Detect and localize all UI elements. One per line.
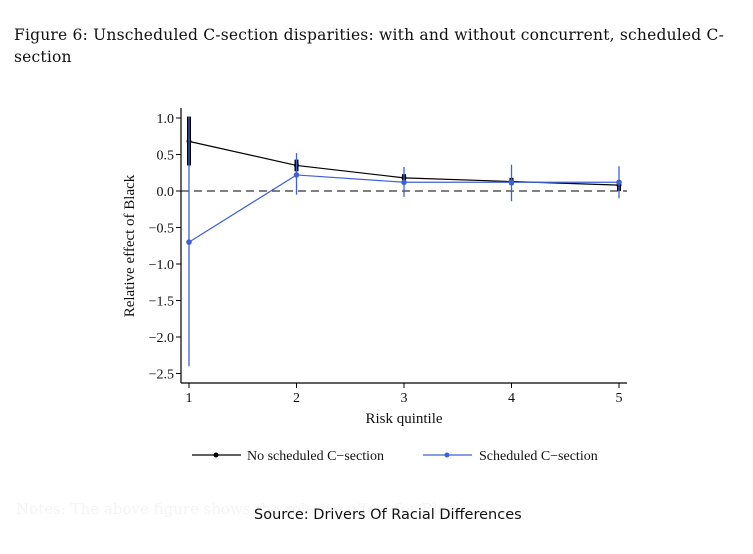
legend-marker-blue	[444, 452, 450, 458]
y-tick-label: −1.0	[149, 258, 174, 273]
x-tick-label: 1	[186, 391, 193, 406]
y-tick-label: 0.0	[157, 185, 175, 200]
axes: 1.0 0.5 0.0 −0.5 −1.0 −1.5 −2.0 −2.5 1 2 3 4 5	[149, 108, 627, 406]
x-tick-label: 2	[293, 391, 300, 406]
legend: No scheduled C−section Scheduled C−secti…	[192, 449, 598, 464]
x-tick-label: 4	[508, 391, 515, 406]
y-tick-label: 0.5	[157, 149, 175, 164]
point-scheduled	[186, 239, 192, 245]
y-tick-label: −1.5	[149, 295, 174, 310]
figure-caption: Figure 6: Unscheduled C-section disparit…	[14, 26, 725, 66]
source-credit: Source: Drivers Of Racial Differences	[254, 507, 522, 523]
legend-label-no-scheduled: No scheduled C−section	[247, 449, 384, 464]
y-tick-label: 1.0	[157, 112, 175, 127]
y-axis-label: Relative effect of Black	[122, 174, 138, 317]
legend-label-scheduled: Scheduled C−section	[479, 449, 598, 464]
point-scheduled	[293, 172, 300, 178]
point-scheduled	[616, 179, 622, 186]
y-tick-label: −2.5	[149, 368, 174, 383]
x-tick-label: 3	[401, 391, 408, 406]
point-scheduled	[508, 179, 515, 186]
chart-marks	[181, 116, 627, 367]
point-scheduled	[401, 179, 407, 186]
y-tick-label: −2.0	[149, 331, 174, 346]
x-tick-label: 5	[616, 391, 623, 406]
x-axis-label: Risk quintile	[365, 411, 442, 427]
legend-marker-black	[213, 452, 219, 458]
faint-note: Notes: The above figure shows the relati…	[16, 500, 479, 518]
y-tick-label: −0.5	[149, 222, 174, 237]
